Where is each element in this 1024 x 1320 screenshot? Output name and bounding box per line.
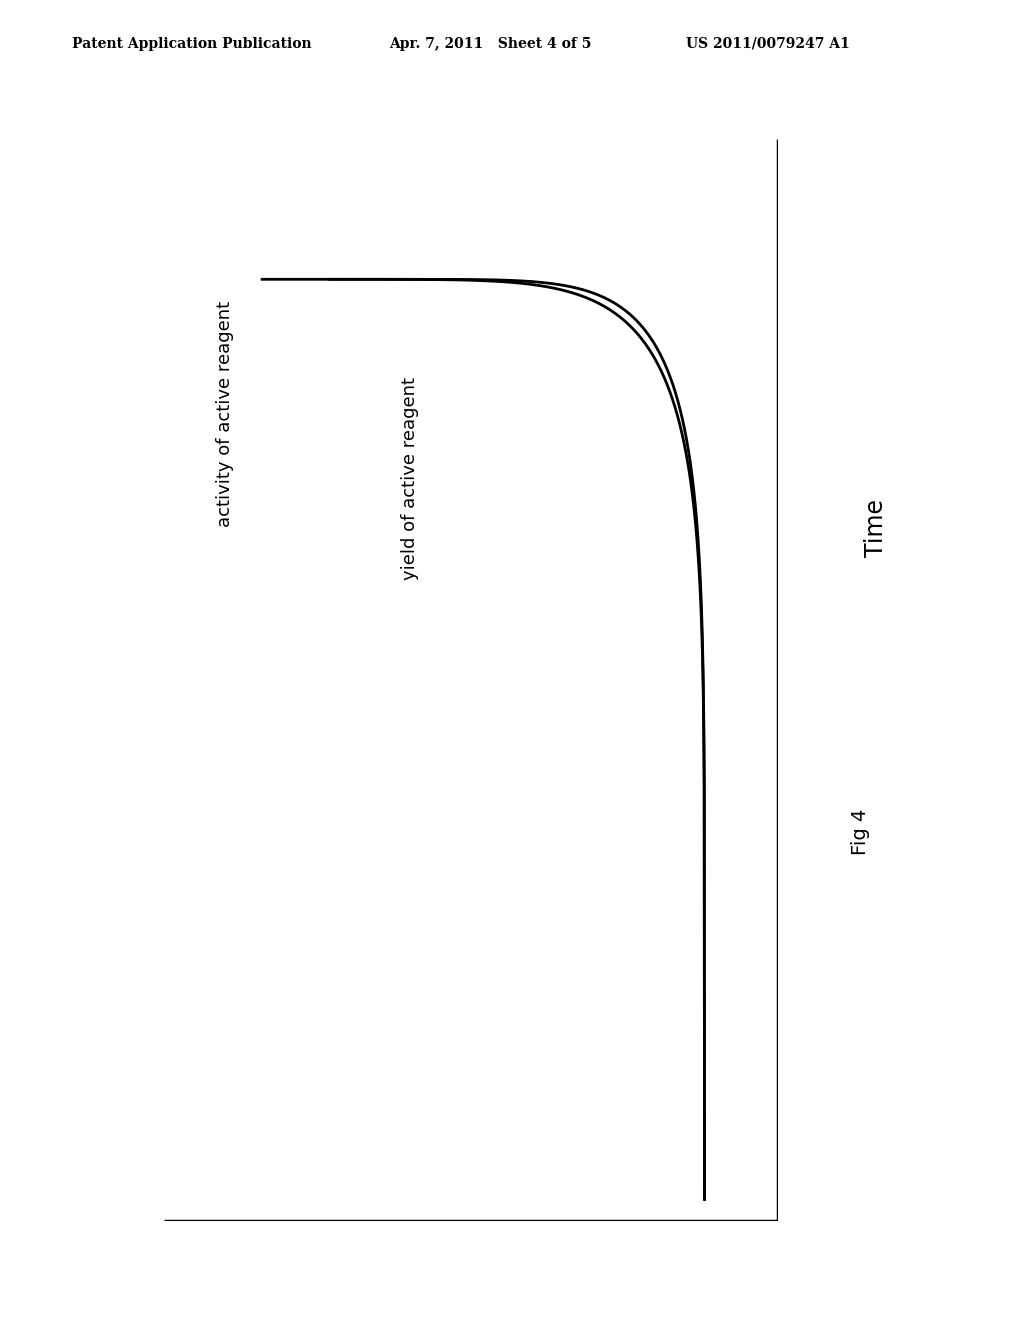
Text: Patent Application Publication: Patent Application Publication	[72, 37, 311, 51]
Text: Fig 4: Fig 4	[851, 808, 869, 855]
Text: activity of active reagent: activity of active reagent	[216, 301, 234, 527]
Text: Apr. 7, 2011   Sheet 4 of 5: Apr. 7, 2011 Sheet 4 of 5	[389, 37, 592, 51]
Text: US 2011/0079247 A1: US 2011/0079247 A1	[686, 37, 850, 51]
Text: Time: Time	[863, 499, 888, 557]
Text: yield of active reagent: yield of active reagent	[400, 376, 419, 579]
